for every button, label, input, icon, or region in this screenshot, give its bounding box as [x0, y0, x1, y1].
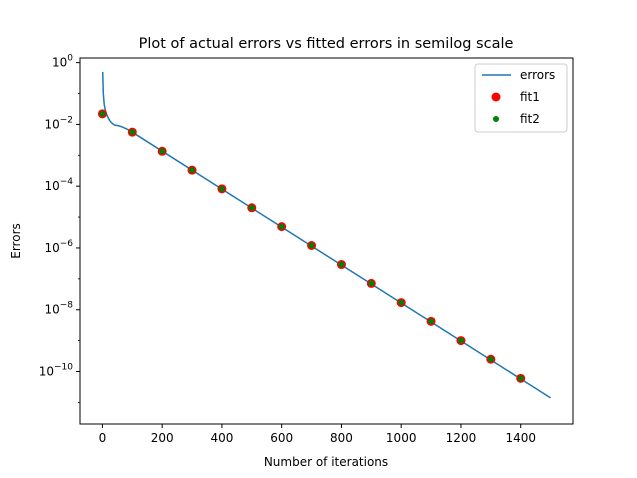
- axis-ticks: 0 200 400 600 800 1000 1200 1400 100 10−2 10−4 10−6…: [39, 54, 536, 445]
- legend-swatch-fit1: [491, 92, 501, 102]
- y-tick-label: 10−6: [44, 239, 73, 255]
- data-point-fit2: [457, 337, 464, 344]
- x-tick-label: 800: [330, 431, 353, 445]
- chart-title: Plot of actual errors vs fitted errors i…: [139, 36, 514, 52]
- legend-label-fit1: fit1: [520, 90, 540, 104]
- x-axis-label: Number of iterations: [264, 455, 388, 469]
- legend-label-errors: errors: [520, 68, 555, 82]
- data-point-fit2: [278, 223, 285, 230]
- data-point-fit2: [189, 167, 196, 174]
- x-tick-label: 200: [151, 431, 174, 445]
- y-tick-label: 10−4: [44, 177, 73, 193]
- data-point-fit2: [159, 148, 166, 155]
- y-tick-label: 10−8: [44, 301, 73, 317]
- x-tick-label: 1000: [386, 431, 417, 445]
- y-axis-label: Errors: [9, 223, 23, 259]
- y-tick-label: 10−2: [44, 115, 73, 131]
- axes-frame: [79, 57, 574, 425]
- legend-swatch-fit2: [493, 116, 499, 122]
- y-tick-label: 10−10: [39, 362, 74, 378]
- x-tick-label: 1200: [446, 431, 477, 445]
- data-point-fit2: [398, 299, 405, 306]
- data-point-fit2: [99, 110, 106, 117]
- data-point-fit2: [487, 356, 494, 363]
- y-tick-label: 100: [52, 54, 73, 70]
- x-tick-label: 0: [99, 431, 107, 445]
- data-point-fit2: [428, 318, 435, 325]
- series-line-errors: [101, 71, 551, 399]
- data-point-fit2: [129, 129, 136, 136]
- plot-area: [97, 71, 551, 399]
- data-point-fit2: [338, 261, 345, 268]
- x-tick-label: 400: [210, 431, 233, 445]
- legend: errors fit1 fit2: [474, 63, 568, 133]
- data-point-fit2: [218, 185, 225, 192]
- data-point-fit2: [308, 242, 315, 249]
- data-point-fit2: [248, 204, 255, 211]
- data-point-fit2: [517, 375, 524, 382]
- data-point-fit2: [368, 280, 375, 287]
- legend-box: [474, 63, 568, 133]
- x-tick-label: 600: [270, 431, 293, 445]
- x-tick-label: 1400: [505, 431, 536, 445]
- legend-label-fit2: fit2: [520, 112, 540, 126]
